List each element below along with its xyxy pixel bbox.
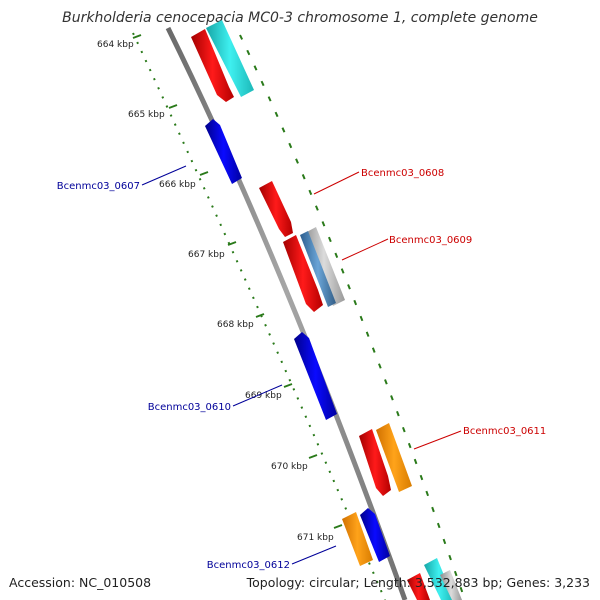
gene-feature-upper-cyan[interactable] <box>206 20 254 97</box>
chromosome-backbone <box>165 26 408 600</box>
scale-label-671: 671 kbp <box>297 533 334 543</box>
gene-callouts <box>141 165 462 565</box>
gene-feature-0611-orange[interactable] <box>376 423 412 492</box>
callout-line-0609 <box>341 238 389 261</box>
gene-feature-upper-red[interactable] <box>191 29 234 102</box>
scale-label-665: 665 kbp <box>128 110 165 120</box>
gene-label-0612[interactable]: Bcenmc03_0612 <box>207 560 290 571</box>
gene-label-0609[interactable]: Bcenmc03_0609 <box>389 235 472 246</box>
callout-line-0612 <box>291 545 337 565</box>
map-title: Burkholderia cenocepacia MC0-3 chromosom… <box>62 10 538 26</box>
gene-feature-0610[interactable] <box>294 332 337 420</box>
callout-line-0611 <box>413 430 462 450</box>
plus-strand-features <box>191 20 462 600</box>
scale-label-668: 668 kbp <box>217 320 254 330</box>
callout-line-0607 <box>141 165 187 186</box>
gene-label-0611[interactable]: Bcenmc03_0611 <box>463 426 546 437</box>
scale-label-669: 669 kbp <box>245 391 282 401</box>
gene-label-0610[interactable]: Bcenmc03_0610 <box>148 402 231 413</box>
accession-text: Accession: NC_010508 <box>9 575 152 590</box>
scale-label-670: 670 kbp <box>271 462 308 472</box>
gene-feature-0609-red[interactable] <box>283 235 323 312</box>
gene-label-0607[interactable]: Bcenmc03_0607 <box>57 181 140 192</box>
gene-feature-0612[interactable] <box>360 508 390 562</box>
gene-feature-lower-grey[interactable] <box>440 570 462 600</box>
content-track <box>239 34 466 600</box>
minus-strand-features <box>205 119 390 562</box>
scale-labels: 664 kbp 665 kbp 666 kbp 667 kbp 668 kbp … <box>97 40 334 543</box>
callout-line-0610 <box>232 384 283 407</box>
gene-feature-0612-orange[interactable] <box>342 512 373 566</box>
gene-label-0608[interactable]: Bcenmc03_0608 <box>361 168 444 179</box>
gene-labels: Bcenmc03_0607 Bcenmc03_0608 Bcenmc03_060… <box>57 168 547 571</box>
scale-label-667: 667 kbp <box>188 250 225 260</box>
gene-feature-lower-cyan[interactable] <box>424 558 454 600</box>
callout-line-0608 <box>313 171 360 195</box>
gene-feature-0607[interactable] <box>205 119 242 184</box>
scale-ticks <box>132 34 343 529</box>
scale-label-666: 666 kbp <box>159 180 196 190</box>
gene-feature-0609-steel[interactable] <box>300 231 336 307</box>
gene-feature-lower-red[interactable] <box>407 573 430 600</box>
gene-feature-0611-red[interactable] <box>359 429 391 496</box>
genome-summary-text: Topology: circular; Length: 3,532,883 bp… <box>246 575 590 590</box>
gene-feature-0608[interactable] <box>259 181 293 237</box>
scale-label-664: 664 kbp <box>97 40 134 50</box>
